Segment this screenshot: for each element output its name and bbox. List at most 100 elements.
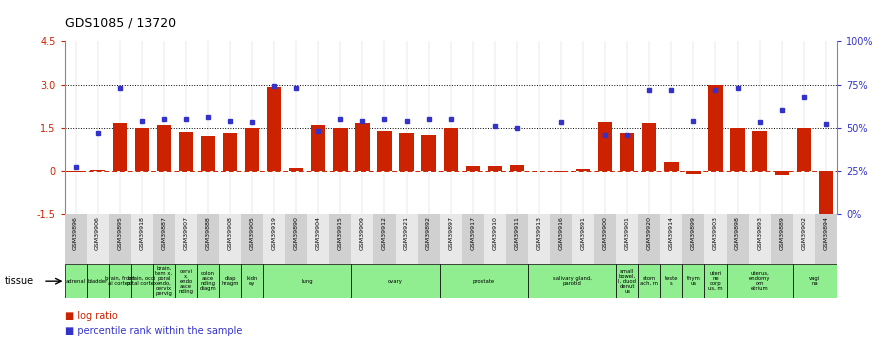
Bar [683, 264, 704, 298]
Bar [65, 214, 87, 264]
Bar [87, 214, 108, 264]
Bar [506, 214, 528, 264]
Text: GSM39900: GSM39900 [603, 216, 607, 250]
Bar [113, 124, 127, 171]
Text: uterus,
endomy
om
etrium: uterus, endomy om etrium [749, 271, 771, 291]
Bar [267, 87, 281, 171]
Bar [753, 130, 767, 171]
Bar [704, 264, 727, 298]
Text: prostate: prostate [473, 279, 495, 284]
Text: thym
us: thym us [686, 276, 701, 286]
Bar [440, 264, 528, 298]
Text: GSM39890: GSM39890 [294, 216, 298, 250]
Text: GSM39905: GSM39905 [250, 216, 254, 250]
Bar [664, 162, 678, 171]
Text: stom
ach, m: stom ach, m [641, 276, 659, 286]
Bar [241, 214, 263, 264]
Text: bladder: bladder [88, 279, 108, 284]
Bar [131, 264, 153, 298]
Bar [660, 214, 683, 264]
Bar [395, 214, 418, 264]
Bar [572, 214, 594, 264]
Bar [355, 124, 369, 171]
Bar [819, 171, 833, 223]
Bar [263, 264, 351, 298]
Text: lung: lung [301, 279, 313, 284]
Bar [400, 134, 414, 171]
Text: GSM39913: GSM39913 [537, 216, 541, 250]
Text: GDS1085 / 13720: GDS1085 / 13720 [65, 16, 176, 29]
Bar [90, 170, 105, 171]
Bar [748, 214, 771, 264]
Bar [223, 134, 237, 171]
Bar [797, 128, 811, 171]
Text: GSM39887: GSM39887 [161, 216, 167, 250]
Bar [245, 128, 259, 171]
Bar [466, 167, 480, 171]
Text: GSM39896: GSM39896 [73, 216, 78, 250]
Bar [554, 171, 568, 172]
Text: brain, occi
pital cortex: brain, occi pital cortex [126, 276, 157, 286]
Text: colon
asce
nding
diagm: colon asce nding diagm [200, 271, 216, 291]
Bar [793, 264, 837, 298]
Bar [351, 264, 440, 298]
Bar [774, 171, 788, 175]
Text: GSM39910: GSM39910 [492, 216, 497, 250]
Bar [108, 264, 131, 298]
Bar [153, 264, 175, 298]
Text: GSM39918: GSM39918 [139, 216, 144, 250]
Text: GSM39907: GSM39907 [184, 216, 188, 250]
Text: GSM39888: GSM39888 [205, 216, 211, 250]
Bar [131, 214, 153, 264]
Text: kidn
ey: kidn ey [246, 276, 258, 286]
Text: small
bowel,
l, duod
denut
us: small bowel, l, duod denut us [618, 269, 636, 294]
Bar [197, 264, 219, 298]
Bar [638, 214, 660, 264]
Bar [178, 132, 193, 171]
Bar [219, 264, 241, 298]
Bar [330, 214, 351, 264]
Bar [157, 125, 171, 171]
Bar [638, 264, 660, 298]
Text: GSM39889: GSM39889 [780, 216, 784, 250]
Text: teste
s: teste s [665, 276, 678, 286]
Bar [793, 214, 814, 264]
Bar [727, 214, 748, 264]
Bar [727, 264, 793, 298]
Bar [444, 128, 458, 171]
Text: GSM39912: GSM39912 [382, 216, 387, 250]
Text: GSM39915: GSM39915 [338, 216, 343, 250]
Bar [550, 214, 572, 264]
Text: GSM39903: GSM39903 [713, 216, 718, 250]
Bar [219, 214, 241, 264]
Text: uteri
ne
corp
us, m: uteri ne corp us, m [708, 271, 723, 291]
Bar [285, 214, 307, 264]
Text: GSM39902: GSM39902 [801, 216, 806, 250]
Text: brain, front
al cortex: brain, front al cortex [105, 276, 134, 286]
Bar [153, 214, 175, 264]
Bar [440, 214, 461, 264]
Text: GSM39919: GSM39919 [271, 216, 277, 250]
Text: brain,
tem x,
poral
endo,
cervix
pervig: brain, tem x, poral endo, cervix pervig [155, 266, 172, 296]
Bar [134, 128, 149, 171]
Bar [616, 214, 638, 264]
Text: GSM39909: GSM39909 [360, 216, 365, 250]
Bar [642, 124, 657, 171]
Text: tissue: tissue [4, 276, 34, 286]
Text: ovary: ovary [388, 279, 403, 284]
Bar [484, 214, 506, 264]
Text: GSM39892: GSM39892 [426, 216, 431, 250]
Text: GSM39914: GSM39914 [668, 216, 674, 250]
Text: GSM39894: GSM39894 [823, 216, 828, 250]
Bar [730, 128, 745, 171]
Text: GSM39901: GSM39901 [625, 216, 630, 250]
Bar [620, 134, 634, 171]
Bar [510, 165, 524, 171]
Text: GSM39895: GSM39895 [117, 216, 122, 250]
Text: GSM39893: GSM39893 [757, 216, 762, 250]
Text: GSM39891: GSM39891 [581, 216, 586, 250]
Bar [528, 214, 550, 264]
Bar [594, 214, 616, 264]
Bar [201, 136, 215, 171]
Bar [377, 130, 392, 171]
